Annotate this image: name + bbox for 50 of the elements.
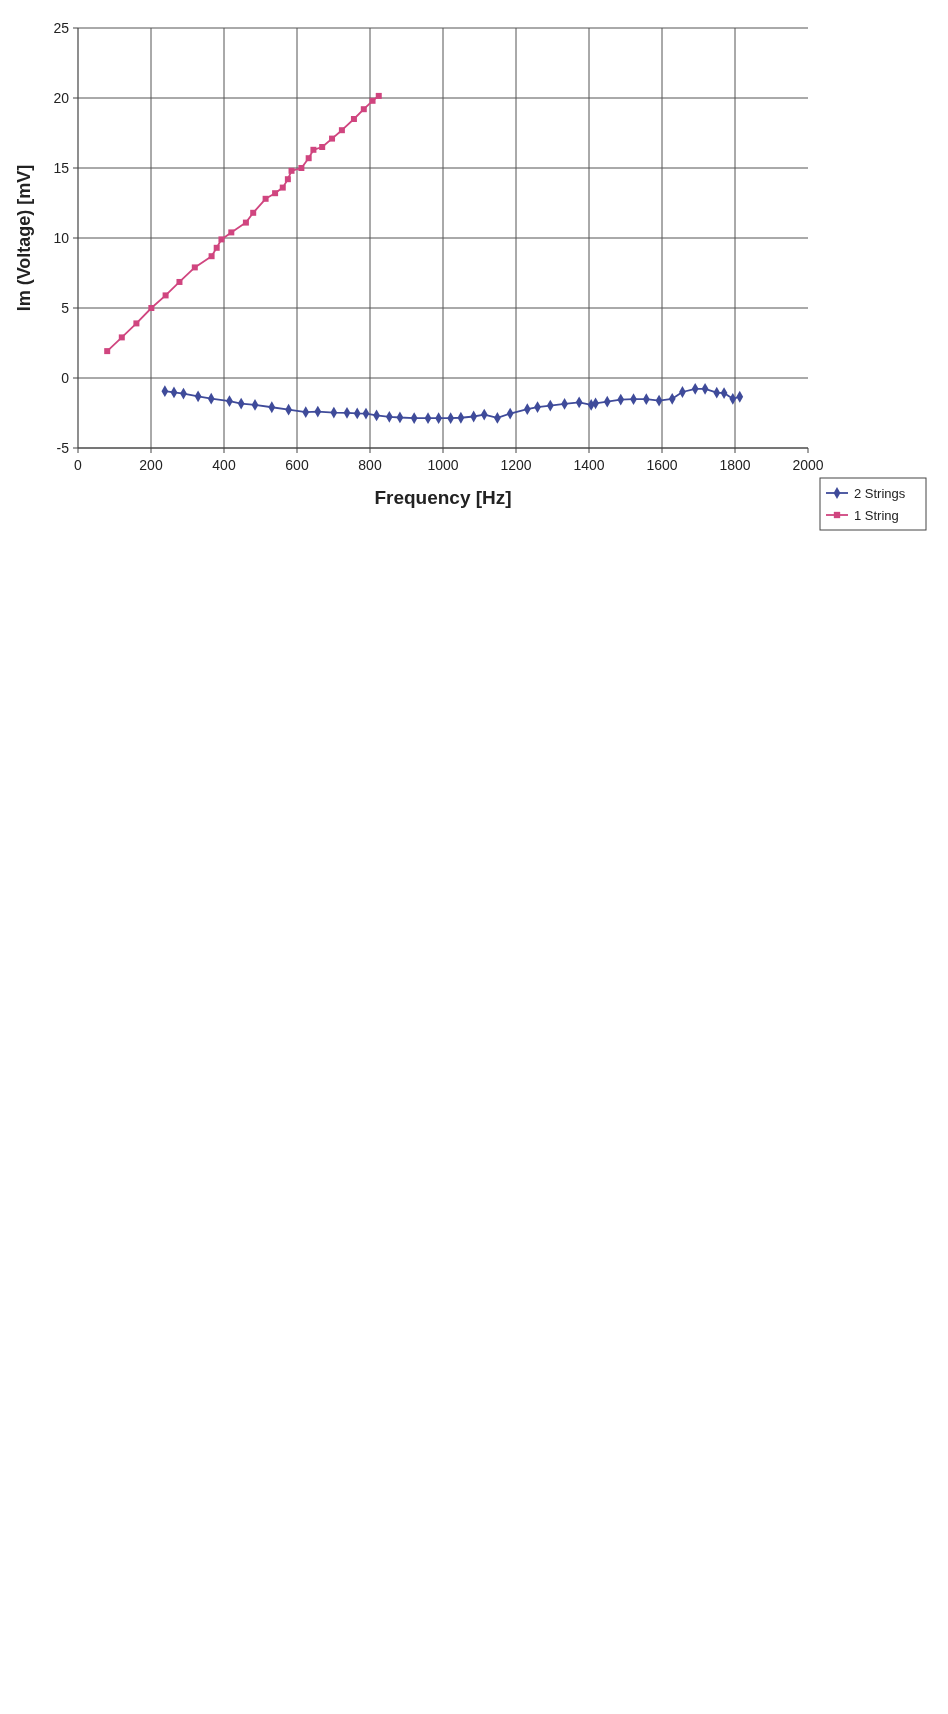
y-tick-label: 15 bbox=[53, 160, 70, 176]
point bbox=[329, 135, 336, 142]
point bbox=[369, 97, 376, 104]
x-tick-label: 0 bbox=[74, 457, 83, 473]
point bbox=[375, 92, 382, 99]
point bbox=[350, 116, 357, 122]
point bbox=[305, 155, 312, 162]
point bbox=[228, 229, 235, 236]
x-tick-label: 1000 bbox=[427, 457, 459, 473]
point bbox=[310, 146, 317, 153]
y-tick-label: 25 bbox=[53, 20, 70, 36]
point bbox=[262, 195, 269, 202]
point bbox=[242, 219, 249, 226]
y-tick-label: 0 bbox=[61, 370, 70, 386]
x-tick-label: 1200 bbox=[500, 457, 532, 473]
x-tick-label: 1400 bbox=[573, 457, 605, 473]
point bbox=[133, 320, 140, 327]
point bbox=[288, 167, 295, 174]
point bbox=[319, 144, 326, 150]
point bbox=[148, 305, 155, 311]
y-tick-label: -5 bbox=[56, 440, 70, 456]
x-tick-label: 800 bbox=[358, 457, 382, 473]
point bbox=[338, 127, 345, 134]
legend-label: 1 String bbox=[854, 508, 899, 523]
y-tick-label: 20 bbox=[53, 90, 70, 106]
point bbox=[250, 209, 257, 216]
point bbox=[279, 184, 286, 191]
x-tick-label: 600 bbox=[285, 457, 309, 473]
x-tick-label: 2000 bbox=[792, 457, 824, 473]
point bbox=[298, 165, 305, 171]
y-tick-label: 5 bbox=[61, 300, 70, 316]
y-tick-label: 10 bbox=[53, 230, 70, 246]
legend-label: 2 Strings bbox=[854, 486, 906, 501]
point bbox=[272, 190, 279, 197]
point bbox=[162, 292, 169, 299]
x-axis-title: Frequency [Hz] bbox=[374, 487, 512, 508]
point bbox=[360, 106, 367, 113]
x-tick-label: 200 bbox=[139, 457, 163, 473]
point bbox=[208, 253, 215, 260]
point bbox=[284, 176, 291, 183]
point bbox=[191, 264, 198, 271]
point bbox=[104, 348, 111, 355]
x-tick-label: 1600 bbox=[646, 457, 678, 473]
x-tick-label: 1800 bbox=[719, 457, 751, 473]
point bbox=[176, 278, 183, 285]
x-tick-label: 400 bbox=[212, 457, 236, 473]
point bbox=[118, 334, 125, 341]
point bbox=[218, 236, 225, 243]
point bbox=[213, 244, 220, 251]
y-axis-title: Im (Voltage) [mV] bbox=[14, 164, 34, 312]
